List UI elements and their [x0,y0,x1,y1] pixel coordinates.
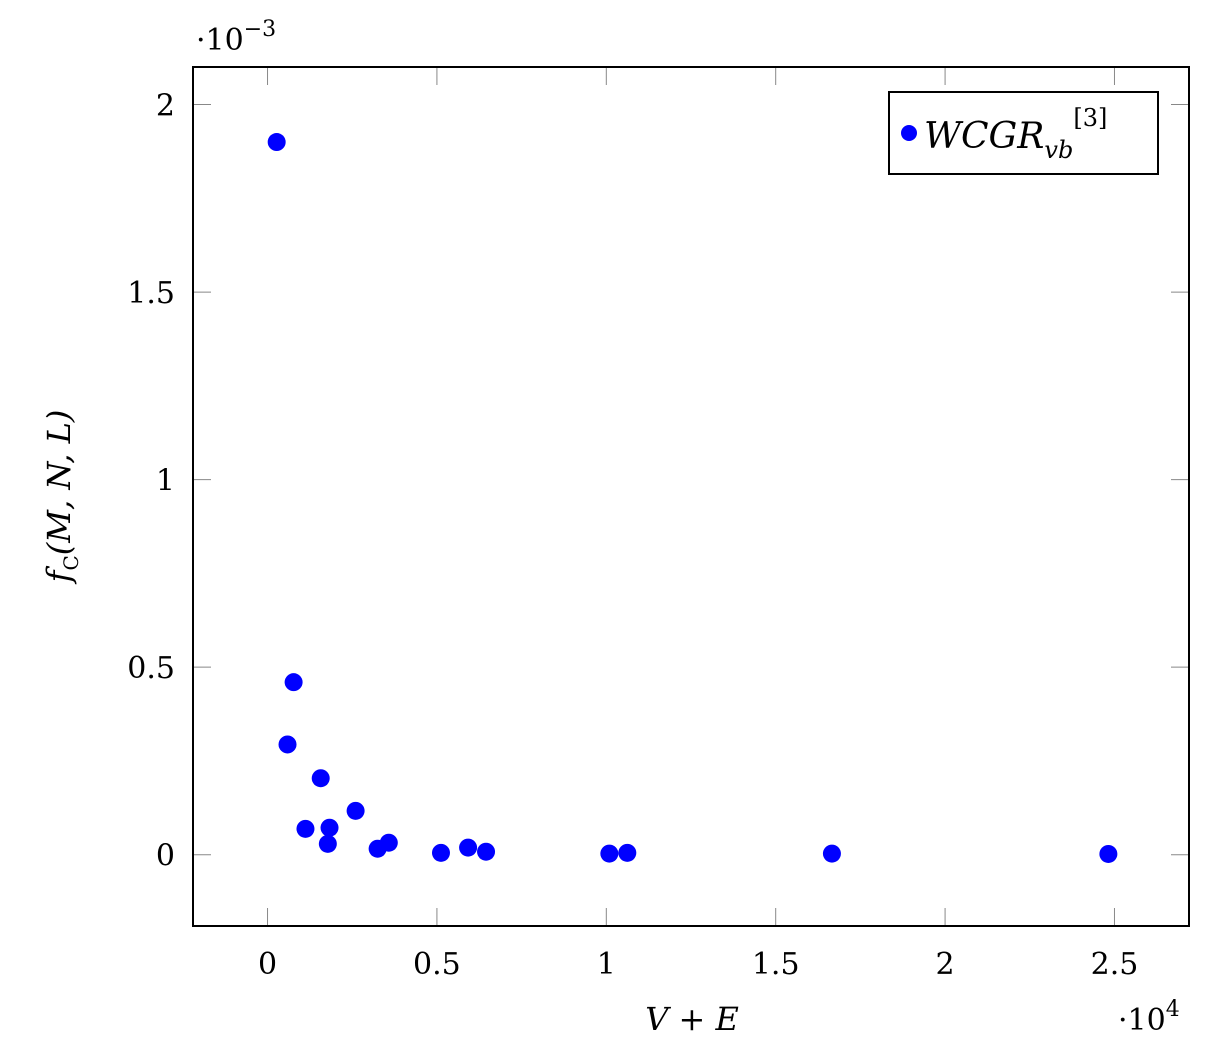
x-tick-label: 2 [936,947,955,982]
data-point [431,843,450,862]
y-scale-label: ·10−3 [196,17,276,58]
data-point [379,833,398,852]
data-point [296,819,315,838]
x-axis-label: V + E [645,1000,739,1038]
x-tick-labels: 0 0.5 1 1.5 2 2.5 [258,947,1138,982]
data-point [822,844,841,863]
data-point [618,843,637,862]
legend: WCGRvb[3] [888,91,1159,175]
y-tick-labels: 0 0.5 1 1.5 2 [127,89,175,874]
data-point [284,673,303,692]
plot-frame [192,66,1190,927]
y-tick-label: 0 [156,839,175,874]
data-point [318,834,337,853]
x-tick-label: 1.5 [752,947,800,982]
data-point [600,844,619,863]
legend-marker-icon [901,125,917,141]
data-point [346,801,365,820]
data-point [267,133,286,152]
data-point [311,769,330,788]
x-tick-label: 1 [597,947,616,982]
legend-box [888,91,1159,175]
x-scale-label: ·104 [1118,997,1180,1038]
y-tick-label: 2 [156,89,175,124]
x-tick-label: 0.5 [413,947,461,982]
y-tick-label: 0.5 [127,651,175,686]
y-tick-label: 1.5 [127,276,175,311]
data-points [267,133,1118,863]
legend-label: WCGRvb[3] [924,104,1107,164]
axis-ticks [193,67,1189,926]
data-point [320,818,339,837]
data-point [1099,844,1118,863]
y-axis-label: fC(M, N, L) [40,410,83,585]
x-tick-label: 0 [258,947,277,982]
data-point [459,838,478,857]
data-point [477,842,496,861]
y-tick-label: 1 [156,464,175,499]
data-point [278,735,297,754]
x-tick-label: 2.5 [1091,947,1139,982]
